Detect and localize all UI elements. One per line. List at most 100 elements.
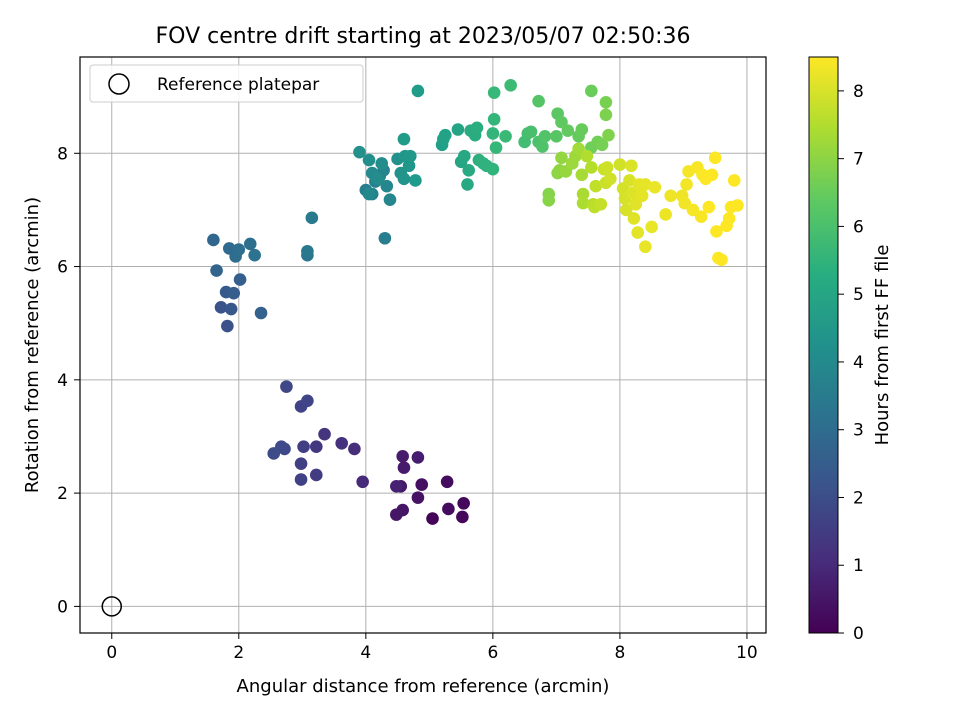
data-point (397, 132, 411, 146)
legend-marker-icon (108, 73, 130, 95)
data-point (623, 174, 636, 187)
data-point (524, 125, 538, 139)
data-point (702, 200, 716, 214)
legend-box (89, 64, 364, 103)
x-tick-label: 2 (233, 643, 244, 663)
data-point (532, 94, 545, 108)
data-point (600, 161, 614, 174)
colorbar-tick-label: 4 (853, 353, 864, 373)
data-point (221, 319, 234, 333)
colorbar-tick-label: 7 (853, 150, 864, 170)
y-tick-label: 6 (57, 258, 68, 278)
data-point (555, 151, 568, 165)
data-point (438, 128, 452, 142)
data-point (356, 475, 369, 489)
data-point (397, 172, 411, 186)
data-point (451, 123, 465, 136)
data-point (715, 253, 728, 267)
data-point (595, 138, 609, 152)
data-point (456, 510, 469, 524)
colorbar-tick-label: 6 (853, 217, 864, 237)
data-point (470, 121, 484, 135)
data-point (486, 127, 500, 140)
data-point (415, 478, 429, 491)
data-point (390, 508, 403, 521)
data-point (619, 203, 633, 217)
data-point (585, 84, 598, 98)
data-point (397, 461, 411, 474)
y-tick-label: 2 (57, 484, 68, 504)
data-point (248, 248, 261, 262)
x-tick-label: 8 (614, 643, 625, 663)
data-point (594, 197, 608, 211)
plot-frame (79, 56, 767, 634)
data-point (210, 264, 223, 277)
data-point (232, 243, 246, 256)
y-tick-label: 0 (57, 597, 68, 617)
data-point (572, 142, 585, 156)
colorbar-label: Hours from first FF file (872, 245, 893, 446)
data-point (380, 179, 394, 193)
data-point (440, 475, 454, 489)
data-point (536, 140, 549, 153)
data-point (576, 187, 590, 201)
colorbar-tick-label: 0 (853, 624, 864, 644)
data-point (301, 394, 314, 408)
data-point (580, 149, 594, 163)
colorbar-gradient (808, 56, 839, 634)
data-point (409, 174, 422, 187)
data-point (362, 187, 376, 201)
data-point (639, 178, 652, 191)
data-point (504, 79, 517, 92)
data-point (461, 178, 474, 191)
data-point (457, 497, 470, 510)
data-point (309, 440, 323, 453)
data-point (625, 159, 638, 173)
data-point (499, 129, 512, 143)
data-point (639, 240, 652, 254)
data-point (599, 96, 613, 109)
x-tick-label: 6 (487, 643, 498, 663)
colorbar: 0 1 2 3 4 5 6 7 8 Hours from first FF file (808, 56, 893, 644)
reference-platepar-marker (101, 596, 123, 617)
data-point (489, 141, 503, 154)
data-point (370, 172, 384, 186)
data-point (375, 157, 389, 170)
y-tick-label: 4 (57, 371, 68, 391)
data-point (631, 226, 644, 239)
data-point (550, 129, 563, 143)
data-point (353, 145, 366, 159)
data-point (462, 163, 476, 177)
data-point (396, 449, 409, 463)
y-tick-label: 8 (57, 144, 68, 164)
data-point (575, 123, 589, 136)
data-point (708, 151, 722, 165)
data-point (426, 512, 439, 525)
data-point (390, 480, 403, 493)
data-point (335, 436, 348, 450)
data-point (362, 153, 376, 167)
data-point (727, 174, 741, 187)
data-point (627, 212, 641, 225)
data-point (309, 468, 323, 482)
data-point (318, 427, 331, 441)
colorbar-tick-label: 3 (853, 421, 864, 441)
data-point (411, 491, 425, 504)
data-point (599, 108, 613, 122)
data-point (722, 212, 736, 225)
data-point (348, 442, 361, 456)
x-axis-ticks: 0 2 4 6 8 10 (106, 633, 758, 663)
data-point (442, 502, 455, 516)
data-point (538, 129, 552, 143)
colorbar-ticks: 0 1 2 3 4 5 6 7 8 (838, 82, 864, 644)
data-points (207, 79, 744, 525)
data-point (645, 220, 658, 234)
data-point (542, 193, 556, 207)
data-point (243, 237, 257, 251)
data-point (602, 128, 615, 142)
data-point (297, 440, 310, 453)
data-point (487, 86, 501, 99)
data-point (305, 211, 319, 225)
data-point (585, 161, 598, 174)
data-point (301, 244, 314, 258)
